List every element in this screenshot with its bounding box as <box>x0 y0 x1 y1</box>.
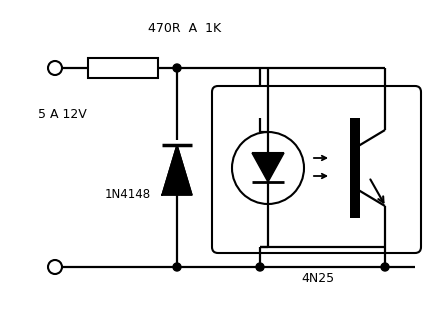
Text: 470R  A  1K: 470R A 1K <box>148 21 222 35</box>
Text: 5 A 12V: 5 A 12V <box>38 109 87 122</box>
Text: 4N25: 4N25 <box>301 272 335 284</box>
FancyBboxPatch shape <box>88 58 158 78</box>
Circle shape <box>173 64 181 72</box>
Circle shape <box>173 263 181 271</box>
Text: 1N4148: 1N4148 <box>105 188 151 202</box>
Circle shape <box>381 263 389 271</box>
FancyBboxPatch shape <box>212 86 421 253</box>
Circle shape <box>256 263 264 271</box>
FancyBboxPatch shape <box>350 118 360 218</box>
Polygon shape <box>162 145 192 195</box>
Polygon shape <box>252 153 284 182</box>
